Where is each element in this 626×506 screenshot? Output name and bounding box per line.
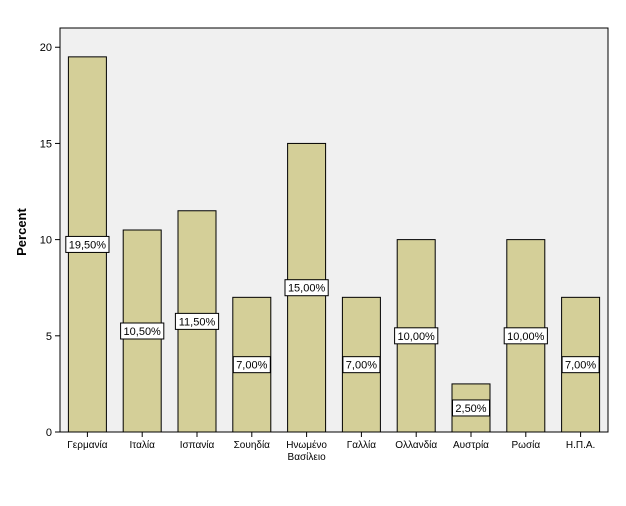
y-tick-label: 10 bbox=[40, 235, 52, 247]
x-tick-label: Γερμανία bbox=[67, 439, 107, 451]
bars-group: 19,50% 10,50% 11,50% 7,00% 15,00% 7,00% 10,00%… bbox=[65, 56, 601, 433]
data-label: 7,00% bbox=[565, 360, 596, 372]
data-label-box bbox=[174, 312, 220, 330]
data-label: 10,50% bbox=[124, 326, 162, 338]
y-axis-label: Percent bbox=[14, 207, 29, 255]
data-label: 2,50% bbox=[455, 403, 486, 415]
x-axis: Γερμανία Ιταλία Ισπανία Σουηδία Ηνωμένο Βασίλ… bbox=[67, 432, 595, 463]
y-tick-label: 15 bbox=[40, 138, 52, 150]
data-label: 11,50% bbox=[179, 316, 216, 328]
x-tick-label: Αυστρία bbox=[453, 439, 489, 451]
data-label-box bbox=[65, 235, 110, 253]
data-label: 7,00% bbox=[346, 360, 377, 372]
data-label: 10,00% bbox=[507, 331, 545, 343]
data-label: 7,00% bbox=[236, 360, 267, 372]
data-label: 10,00% bbox=[398, 331, 436, 343]
x-tick-label: Ισπανία bbox=[180, 439, 215, 451]
x-tick-label: Σουηδία bbox=[234, 439, 271, 451]
y-axis: 0 5 10 15 20 bbox=[40, 42, 60, 439]
x-tick-label: Ιταλία bbox=[130, 439, 156, 451]
y-tick-label: 5 bbox=[46, 331, 52, 343]
x-tick-label: Ηνωμένο Βασίλειο bbox=[286, 439, 327, 463]
data-label-box bbox=[232, 356, 271, 374]
data-label: 19,50% bbox=[69, 239, 107, 251]
data-label-box bbox=[394, 327, 439, 345]
y-tick-label: 20 bbox=[40, 42, 52, 54]
data-label-box bbox=[561, 356, 600, 374]
data-label-box bbox=[342, 356, 381, 374]
x-tick-label: Ολλανδία bbox=[395, 439, 437, 451]
data-label-box bbox=[284, 279, 329, 297]
data-label: 15,00% bbox=[288, 283, 326, 295]
data-label-box bbox=[120, 322, 165, 340]
x-tick-label: Ρωσία bbox=[511, 439, 540, 451]
data-label-box bbox=[452, 399, 490, 417]
x-tick-label: Η.Π.Α. bbox=[566, 440, 595, 451]
data-label-box bbox=[503, 327, 548, 345]
y-tick-label: 0 bbox=[46, 427, 52, 439]
x-tick-label: Γαλλία bbox=[347, 439, 377, 451]
